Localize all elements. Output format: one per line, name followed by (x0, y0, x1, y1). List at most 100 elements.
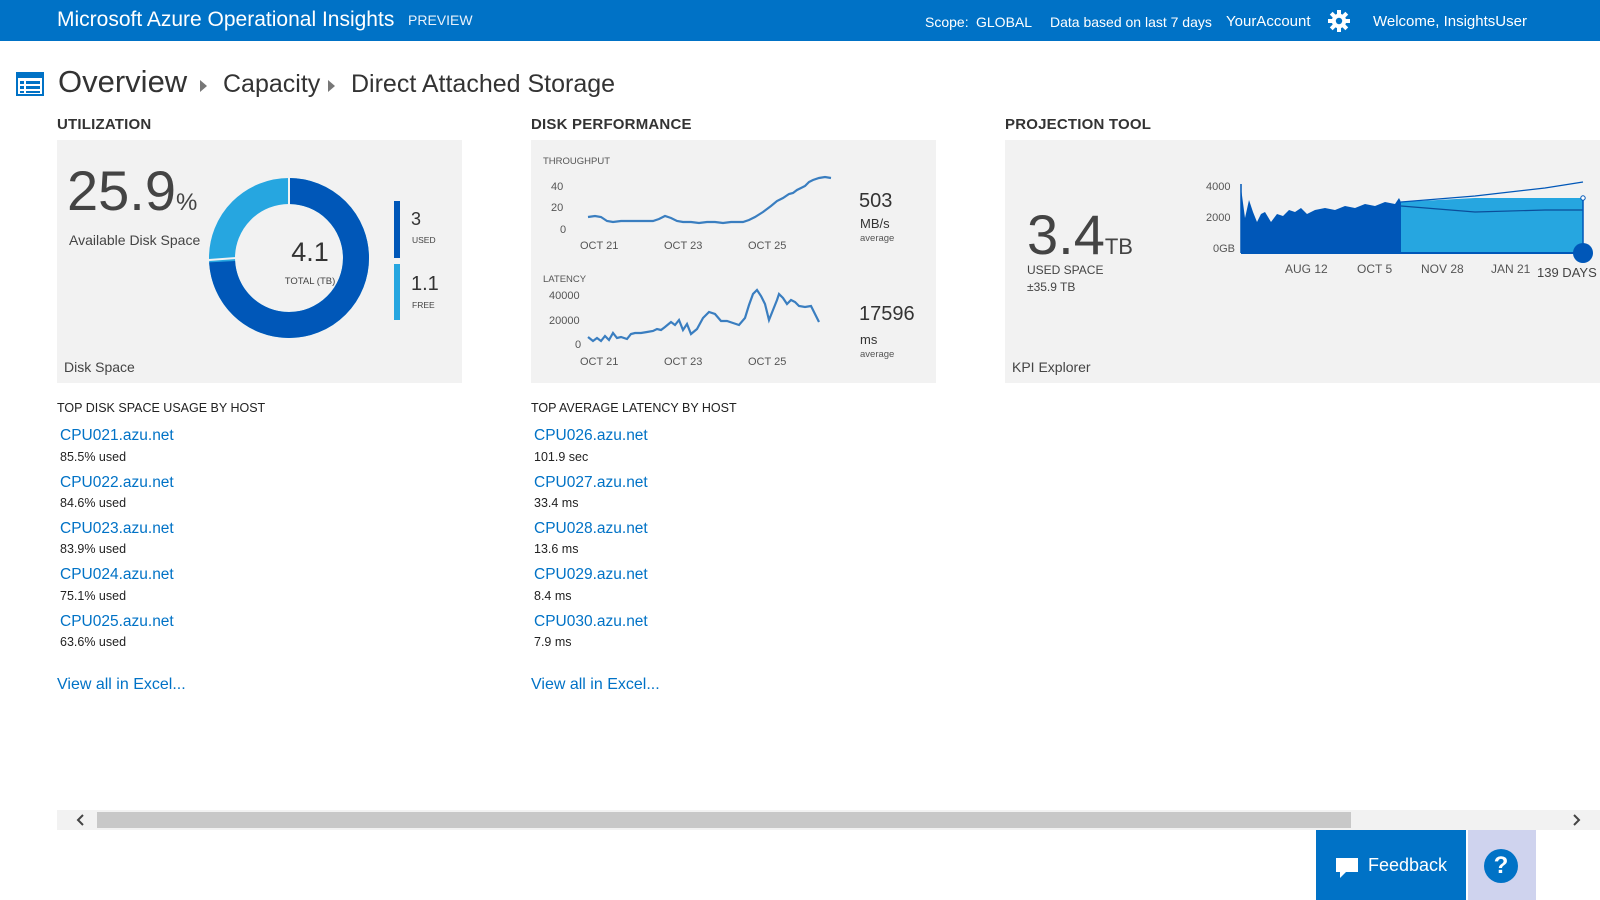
projection-mid-line (1400, 205, 1583, 213)
host-detail: 84.6% used (60, 496, 127, 510)
preview-label: PREVIEW (408, 12, 473, 28)
host-link[interactable]: CPU023.azu.net (60, 520, 174, 537)
scope-label: Scope: (925, 14, 969, 30)
host-link[interactable]: CPU022.azu.net (60, 474, 174, 491)
used-value: 3 (411, 209, 422, 229)
scroll-right-icon[interactable] (1567, 811, 1585, 829)
gear-icon[interactable] (1327, 9, 1351, 33)
free-value: 1.1 (411, 273, 439, 295)
projection-slider-handle (1573, 243, 1593, 263)
host-detail: 7.9 ms (534, 635, 572, 649)
latency-tick: 40000 (549, 290, 580, 302)
throughput-tick: 0 (560, 224, 567, 236)
latency-label: LATENCY (543, 274, 587, 285)
host-link[interactable]: CPU029.azu.net (534, 566, 648, 583)
used-space-label: USED SPACE (1027, 263, 1104, 277)
kpi-explorer-footer[interactable]: KPI Explorer (1012, 359, 1091, 375)
throughput-value: 503 (859, 190, 893, 212)
throughput-label: THROUGHPUT (543, 156, 611, 167)
breadcrumb-arrow-icon (200, 80, 207, 92)
view-all-disk-usage-link[interactable]: View all in Excel... (57, 676, 186, 693)
feedback-button[interactable]: Feedback (1316, 830, 1466, 900)
used-space-error: ±35.9 TB (1027, 280, 1076, 294)
breadcrumb-capacity[interactable]: Capacity (223, 70, 321, 98)
throughput-xtick: OCT 21 (580, 240, 619, 252)
host-detail: 8.4 ms (534, 589, 572, 603)
host-link[interactable]: CPU025.azu.net (60, 613, 174, 630)
latency-unit: ms (860, 332, 878, 347)
throughput-xtick: OCT 25 (748, 240, 787, 252)
welcome-user[interactable]: Welcome, InsightsUser (1373, 13, 1527, 30)
latency-average-label: average (860, 349, 895, 360)
latency-xtick: OCT 25 (748, 356, 787, 368)
projection-tick: 0GB (1213, 243, 1236, 255)
projection-xtick: JAN 21 (1491, 262, 1531, 276)
available-disk-percent: 25.9% (67, 159, 198, 222)
scroll-left-icon[interactable] (72, 811, 90, 829)
breadcrumb-overview[interactable]: Overview (58, 64, 188, 99)
throughput-unit: MB/s (860, 216, 890, 231)
projection-tool-title: PROJECTION TOOL (1005, 116, 1152, 133)
host-link[interactable]: CPU026.azu.net (534, 427, 648, 444)
used-label: USED (412, 235, 436, 245)
projection-tool-tile[interactable]: 3.4TB USED SPACE ±35.9 TB 4000 2000 0GB … (1005, 140, 1600, 383)
top-bar: Microsoft Azure Operational Insights PRE… (0, 0, 1600, 41)
host-detail: 83.9% used (60, 542, 127, 556)
host-link[interactable]: CPU027.azu.net (534, 474, 648, 491)
top-latency-title: TOP AVERAGE LATENCY BY HOST (531, 401, 737, 415)
donut-total-value: 4.1 (291, 237, 329, 267)
scrollbar-thumb[interactable] (97, 812, 1351, 828)
view-all-latency-link[interactable]: View all in Excel... (531, 676, 660, 693)
latency-sparkline (587, 288, 820, 343)
speech-bubble-icon (1336, 858, 1358, 878)
latency-tick: 0 (575, 339, 582, 351)
free-label: FREE (412, 300, 435, 310)
help-button[interactable]: ? (1468, 830, 1536, 900)
question-mark-icon: ? (1484, 849, 1518, 883)
host-detail: 85.5% used (60, 450, 127, 464)
projection-history-area (1241, 188, 1401, 253)
disk-space-footer: Disk Space (64, 359, 135, 375)
latency-tick: 20000 (549, 315, 580, 327)
host-detail: 75.1% used (60, 589, 127, 603)
utilization-title: UTILIZATION (57, 116, 152, 133)
projection-tick: 2000 (1206, 212, 1231, 224)
scope-value[interactable]: GLOBAL (976, 14, 1033, 30)
projection-xtick: OCT 5 (1357, 262, 1393, 276)
host-detail: 101.9 sec (534, 450, 589, 464)
used-bar (394, 201, 400, 258)
throughput-sparkline (587, 175, 832, 225)
overview-table-icon (16, 72, 44, 96)
host-link[interactable]: CPU030.azu.net (534, 613, 648, 630)
projection-upper-line (1400, 181, 1584, 203)
breadcrumb-current: Direct Attached Storage (351, 70, 616, 98)
host-link[interactable]: CPU021.azu.net (60, 427, 174, 444)
projection-chart[interactable] (1005, 140, 1600, 383)
projection-xtick: AUG 12 (1285, 262, 1328, 276)
breadcrumb-arrow-icon (328, 80, 335, 92)
latency-xtick: OCT 23 (664, 356, 703, 368)
latency-value: 17596 (859, 303, 915, 325)
app-title[interactable]: Microsoft Azure Operational Insights (57, 8, 395, 31)
throughput-average-label: average (860, 233, 895, 244)
host-detail: 13.6 ms (534, 542, 579, 556)
projection-xtick: NOV 28 (1421, 262, 1464, 276)
available-disk-label: Available Disk Space (69, 232, 201, 248)
throughput-xtick: OCT 23 (664, 240, 703, 252)
projection-forecast-area (1401, 198, 1583, 253)
disk-performance-tile[interactable]: THROUGHPUT 40 20 0 OCT 21 OCT 23 OCT 25 … (531, 140, 936, 383)
disk-performance-title: DISK PERFORMANCE (531, 116, 692, 133)
host-detail: 63.6% used (60, 635, 127, 649)
feedback-label: Feedback (1368, 855, 1448, 875)
projection-tick: 4000 (1206, 181, 1231, 193)
host-link[interactable]: CPU024.azu.net (60, 566, 174, 583)
data-period[interactable]: Data based on last 7 days (1050, 14, 1212, 30)
utilization-tile[interactable]: 25.9% Available Disk Space 4.1 TOTAL (TB… (57, 140, 462, 383)
disk-space-donut (209, 178, 369, 338)
top-disk-usage-title: TOP DISK SPACE USAGE BY HOST (57, 401, 266, 415)
throughput-tick: 40 (551, 181, 564, 193)
account-link[interactable]: YourAccount (1226, 13, 1311, 30)
host-link[interactable]: CPU028.azu.net (534, 520, 648, 537)
host-detail: 33.4 ms (534, 496, 579, 510)
used-space-value: 3.4TB (1027, 203, 1133, 266)
